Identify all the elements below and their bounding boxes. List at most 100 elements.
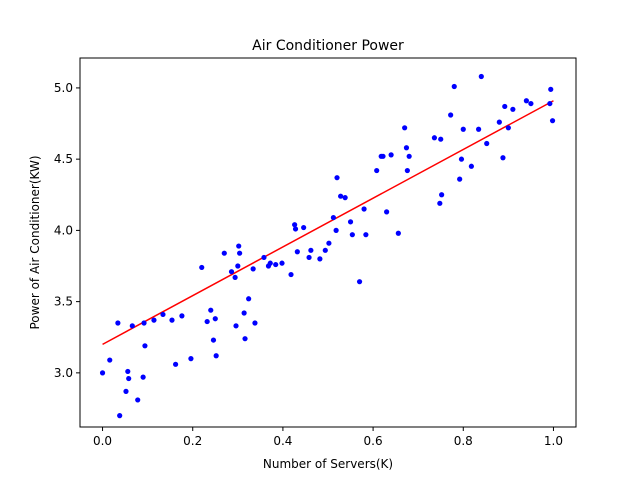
data-point: [395, 230, 401, 236]
data-point: [135, 397, 141, 403]
regression-line: [102, 100, 554, 346]
y-axis-ticks: 3.0 3.5 4.0 4.5 5.0: [54, 81, 80, 380]
data-point: [403, 145, 410, 151]
data-point: [246, 296, 252, 302]
x-axis-ticks: 0.0 0.2 0.4 0.6 0.8 1.0: [93, 427, 563, 448]
data-point: [199, 264, 205, 271]
y-tick-label: 3.5: [54, 295, 73, 309]
data-point: [117, 413, 123, 419]
data-point: [306, 254, 312, 261]
data-point: [179, 313, 185, 319]
data-point: [439, 192, 445, 198]
data-point: [322, 247, 328, 253]
data-point: [333, 227, 339, 233]
data-point: [273, 261, 279, 268]
x-tick-label: 0.4: [273, 434, 292, 448]
data-point: [505, 125, 511, 131]
data-point: [241, 310, 247, 316]
data-point: [528, 100, 534, 107]
data-point: [496, 119, 502, 125]
data-point: [363, 232, 369, 238]
y-tick-label: 3.0: [54, 366, 73, 380]
data-point: [237, 250, 243, 256]
data-point: [221, 250, 227, 256]
data-point: [99, 370, 106, 376]
data-point: [523, 98, 530, 104]
data-point: [261, 254, 267, 261]
data-point: [235, 263, 241, 269]
y-tick-label: 4.5: [54, 152, 73, 166]
data-point: [242, 336, 248, 342]
data-point: [510, 106, 516, 112]
data-point: [549, 118, 556, 124]
data-point: [476, 126, 482, 132]
data-point: [212, 316, 218, 322]
data-point: [140, 374, 146, 380]
data-point: [500, 155, 506, 161]
data-point: [204, 318, 210, 325]
data-point: [451, 83, 457, 90]
data-point: [267, 260, 273, 266]
data-point: [458, 156, 465, 162]
data-point: [404, 167, 410, 174]
data-point: [301, 224, 307, 231]
y-tick-label: 5.0: [54, 81, 73, 95]
data-point: [125, 368, 131, 375]
data-point: [384, 209, 390, 215]
data-point: [141, 320, 147, 326]
y-axis-label: Power of Air Conditioner(KW): [28, 155, 42, 329]
data-point: [406, 153, 412, 159]
data-point: [250, 266, 256, 272]
y-tick-label: 4.0: [54, 223, 73, 237]
data-point: [169, 317, 175, 323]
data-point: [349, 232, 355, 238]
axes-frame: [79, 57, 577, 428]
data-point: [438, 136, 444, 142]
data-point: [129, 323, 135, 329]
x-tick-label: 1.0: [544, 434, 563, 448]
data-point: [347, 219, 354, 225]
data-point: [402, 125, 408, 131]
data-point: [115, 320, 121, 326]
x-tick-label: 0.6: [364, 434, 383, 448]
data-point: [361, 206, 367, 212]
data-point: [213, 353, 219, 359]
data-point: [431, 135, 438, 141]
data-point: [232, 274, 238, 281]
data-point: [502, 103, 508, 110]
data-points-layer: [99, 73, 556, 419]
data-point: [151, 317, 157, 323]
x-tick-label: 0.0: [93, 434, 112, 448]
data-point: [107, 357, 113, 363]
data-point: [334, 175, 340, 181]
x-axis-label: Number of Servers(K): [263, 457, 393, 471]
data-point: [233, 323, 239, 329]
data-point: [252, 320, 258, 326]
data-point: [374, 167, 380, 174]
data-point: [380, 153, 386, 159]
data-point: [294, 249, 300, 255]
data-point: [292, 226, 299, 232]
data-point: [356, 279, 363, 285]
data-point: [236, 243, 242, 249]
data-point: [437, 200, 443, 206]
data-point: [448, 112, 454, 118]
data-point: [326, 240, 332, 246]
data-point: [338, 193, 344, 199]
data-point: [292, 222, 298, 228]
data-point: [342, 195, 348, 201]
data-point: [172, 361, 179, 367]
data-point: [123, 388, 129, 394]
data-point: [388, 152, 394, 158]
data-point: [547, 100, 553, 107]
data-point: [228, 269, 235, 275]
data-point: [160, 311, 166, 318]
data-point: [288, 271, 294, 278]
data-point: [317, 256, 323, 262]
data-point: [460, 126, 466, 132]
chart-title: Air Conditioner Power: [252, 38, 404, 54]
data-point: [210, 337, 217, 343]
data-point: [457, 176, 463, 182]
